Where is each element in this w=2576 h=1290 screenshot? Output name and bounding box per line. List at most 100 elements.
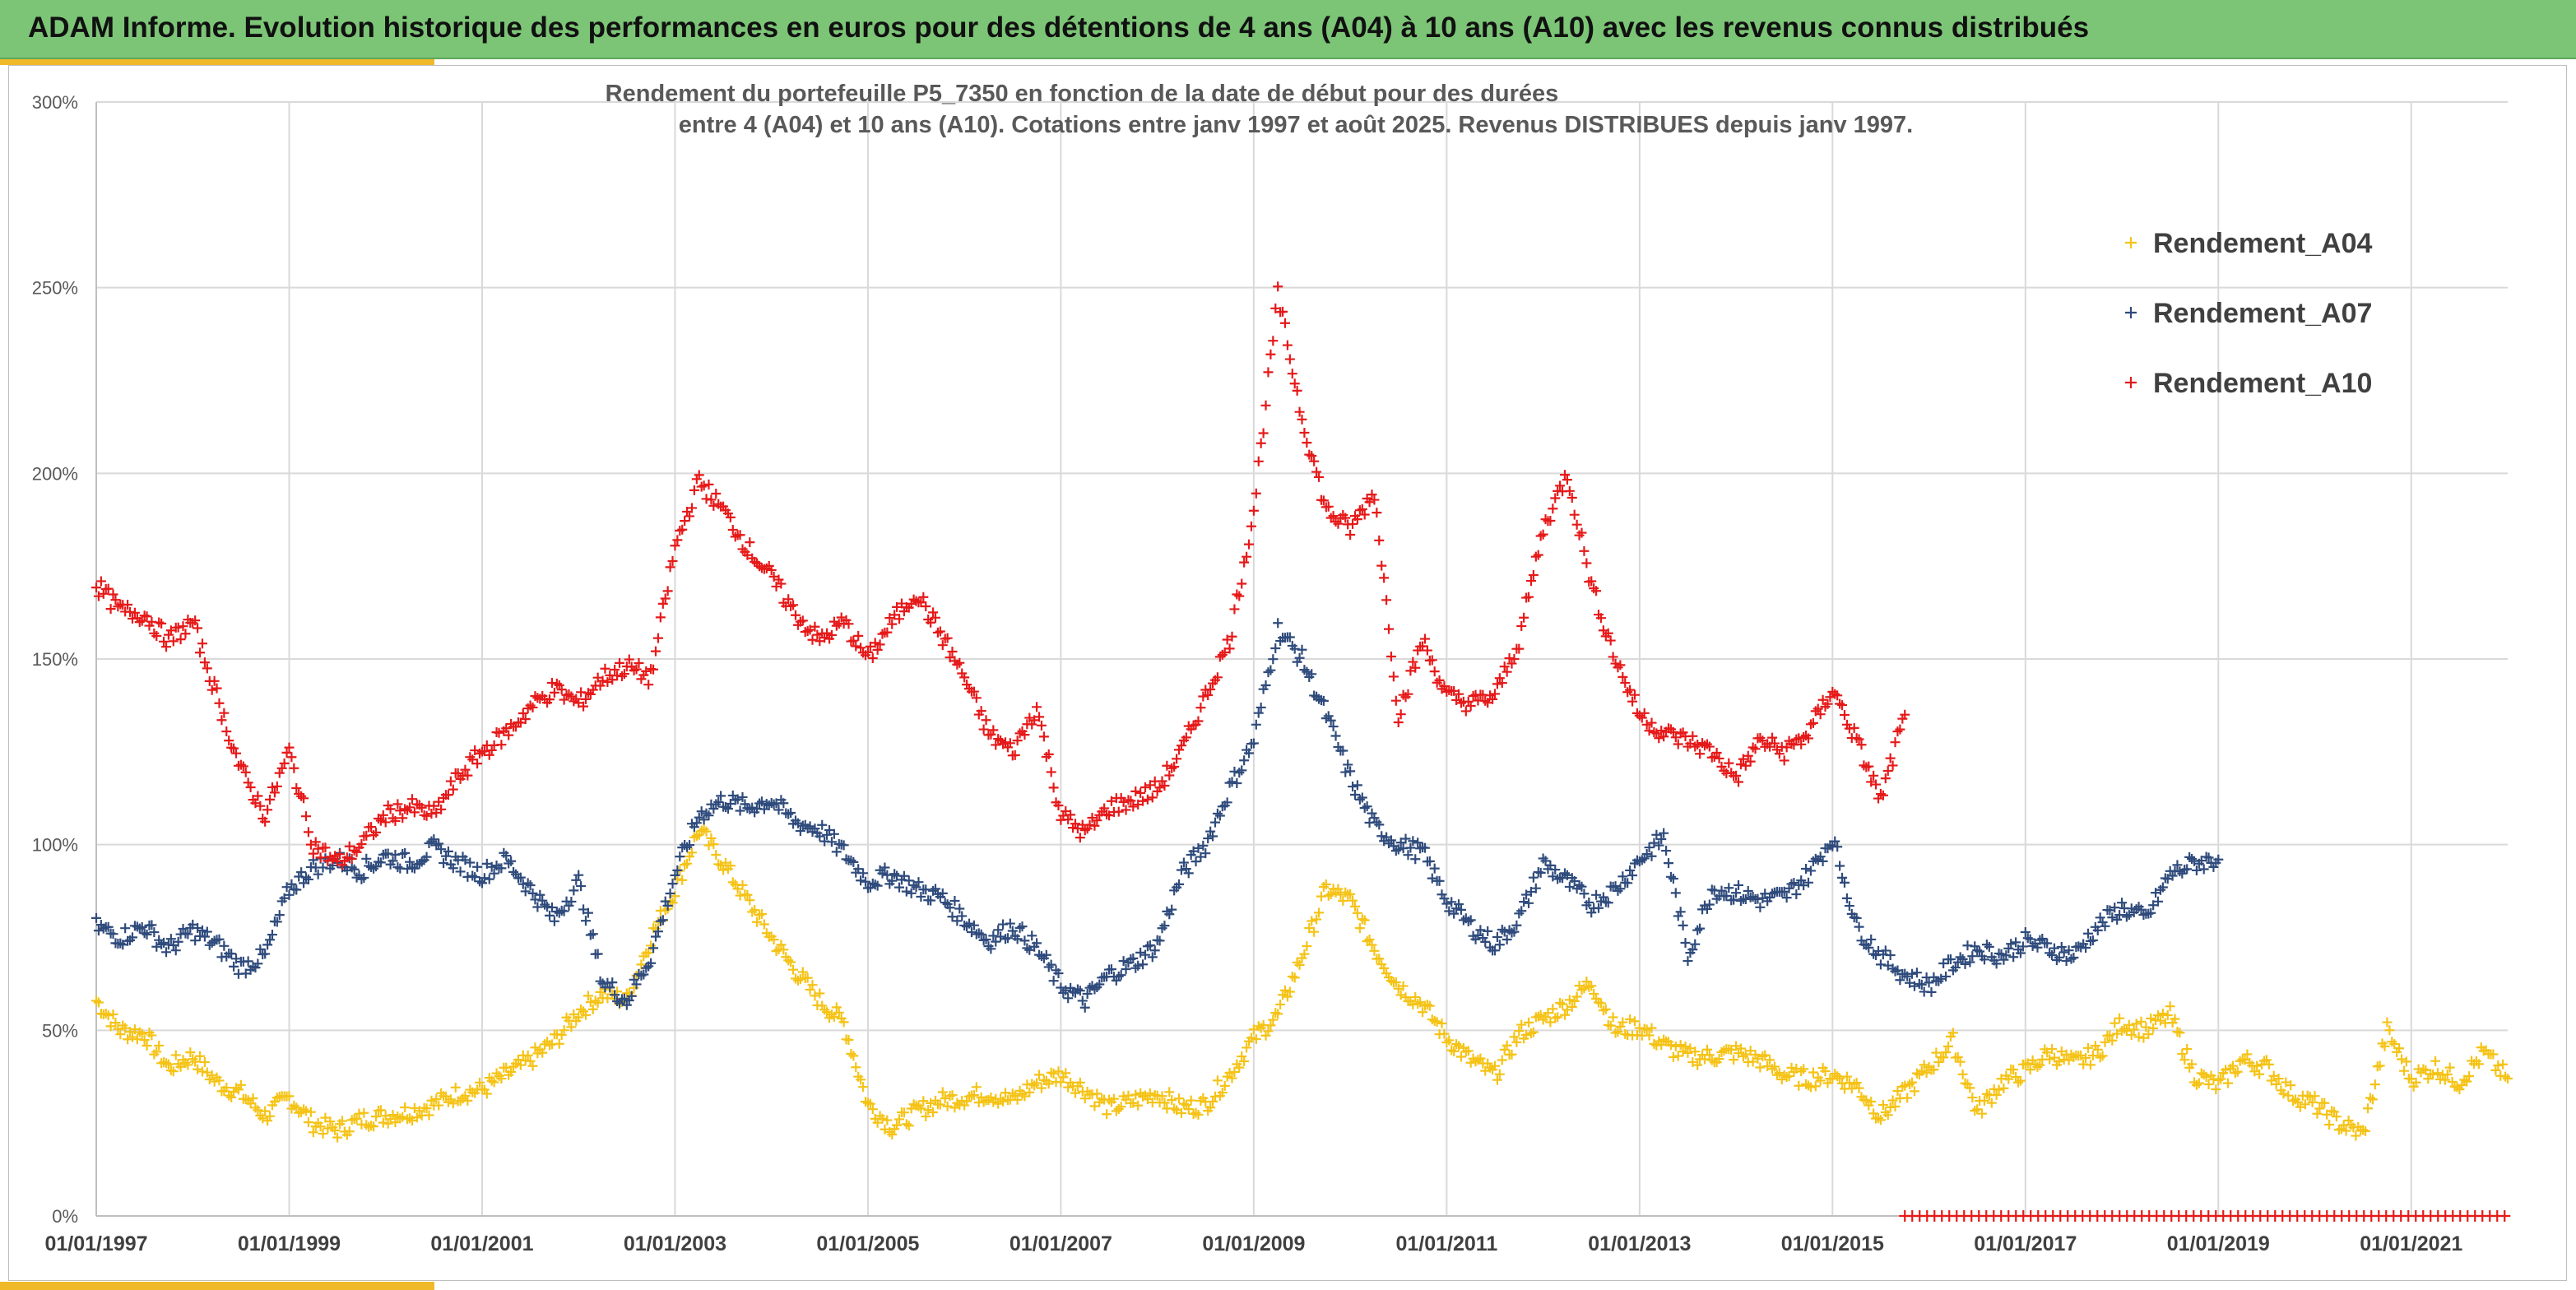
data-point-marker xyxy=(1297,644,1307,655)
data-point-marker xyxy=(1892,1086,1903,1097)
data-point-marker xyxy=(448,1098,458,1109)
data-point-marker xyxy=(592,997,603,1008)
data-point-marker xyxy=(1808,1067,1818,1078)
data-point-marker xyxy=(151,941,162,952)
data-point-marker xyxy=(657,598,668,609)
data-point-marker xyxy=(1911,1068,1922,1079)
data-point-marker xyxy=(1449,1046,1460,1056)
data-point-marker xyxy=(2136,1016,2147,1027)
data-point-marker xyxy=(1545,515,1556,526)
data-point-marker xyxy=(2187,1059,2198,1070)
data-point-marker xyxy=(1374,819,1385,830)
data-point-marker xyxy=(727,877,738,888)
data-point-marker xyxy=(1270,643,1281,654)
data-point-marker xyxy=(901,1119,912,1130)
accent-bar-bottom xyxy=(0,1282,434,1290)
data-point-marker xyxy=(1246,1032,1256,1043)
data-point-marker xyxy=(1176,865,1186,875)
data-point-marker xyxy=(351,847,362,857)
data-point-marker xyxy=(1234,591,1245,601)
data-point-marker xyxy=(525,1056,536,1066)
data-point-marker xyxy=(1668,1051,1678,1062)
data-point-marker xyxy=(2500,1071,2511,1082)
data-point-marker xyxy=(745,895,755,906)
data-point-marker xyxy=(1941,1047,1952,1058)
data-point-marker xyxy=(303,874,313,884)
data-point-marker xyxy=(1955,952,1966,963)
data-point-marker xyxy=(1692,1060,1703,1070)
data-point-marker xyxy=(1227,1073,1237,1084)
data-point-marker xyxy=(826,629,837,640)
data-point-marker xyxy=(2133,1032,2144,1042)
data-point-marker xyxy=(677,524,688,535)
data-point-marker xyxy=(1403,850,1413,861)
data-point-marker xyxy=(1253,708,1264,718)
data-point-marker xyxy=(1555,998,1566,1009)
data-point-marker xyxy=(646,958,657,968)
data-point-marker xyxy=(245,1098,256,1109)
data-point-marker xyxy=(776,578,787,589)
data-point-marker xyxy=(1212,808,1223,819)
data-point-marker xyxy=(2324,1119,2335,1130)
data-point-marker xyxy=(1169,761,1180,772)
data-point-marker xyxy=(1099,803,1110,814)
data-point-marker xyxy=(1164,1087,1175,1097)
data-point-marker xyxy=(1248,505,1259,516)
data-point-marker xyxy=(971,1082,982,1093)
data-point-marker xyxy=(843,619,854,629)
data-point-marker xyxy=(255,800,266,811)
data-point-marker xyxy=(1514,643,1525,654)
data-point-marker xyxy=(1419,842,1430,853)
data-point-marker xyxy=(258,1113,268,1124)
data-point-marker xyxy=(1282,340,1293,350)
data-point-marker xyxy=(1832,842,1843,852)
data-point-marker xyxy=(1133,1100,1144,1111)
data-point-marker xyxy=(2493,1060,2504,1070)
data-point-marker xyxy=(551,678,562,689)
data-point-marker xyxy=(421,851,432,862)
data-point-marker xyxy=(168,1066,179,1077)
data-point-marker xyxy=(1564,881,1575,892)
data-point-marker xyxy=(571,875,582,885)
data-point-marker xyxy=(496,740,507,750)
x-tick-label: 01/01/2007 xyxy=(1010,1232,1112,1255)
data-point-marker xyxy=(1711,748,1722,759)
data-point-marker xyxy=(168,636,179,647)
data-point-marker xyxy=(467,870,478,881)
data-point-marker xyxy=(1849,722,1859,733)
data-point-marker xyxy=(949,895,960,906)
data-point-marker xyxy=(1591,586,1602,596)
data-point-marker xyxy=(1866,1097,1877,1107)
data-point-marker xyxy=(1242,1042,1252,1053)
data-point-marker xyxy=(1390,695,1401,706)
data-point-marker xyxy=(1499,661,1510,672)
data-point-marker xyxy=(443,790,453,800)
data-point-marker xyxy=(1214,652,1225,662)
data-point-marker xyxy=(337,1116,347,1126)
data-point-marker xyxy=(221,726,232,737)
data-point-marker xyxy=(2442,1069,2453,1079)
data-point-marker xyxy=(2363,1103,2373,1114)
data-point-marker xyxy=(545,694,555,705)
data-point-marker xyxy=(1048,782,1059,793)
data-point-marker xyxy=(2179,1055,2190,1065)
data-point-marker xyxy=(1065,810,1076,820)
data-point-marker xyxy=(300,1106,311,1116)
data-point-marker xyxy=(2017,941,2028,952)
data-point-marker xyxy=(195,1051,206,1061)
data-point-marker xyxy=(802,972,813,983)
data-point-marker xyxy=(694,812,704,823)
data-point-marker xyxy=(1502,666,1512,677)
data-point-marker xyxy=(1646,1023,1657,1033)
data-point-marker xyxy=(2211,1084,2221,1095)
data-point-marker xyxy=(631,664,642,675)
data-point-marker xyxy=(219,708,230,718)
data-point-marker xyxy=(968,686,979,697)
data-point-marker xyxy=(243,956,253,967)
data-point-marker xyxy=(308,1127,318,1138)
data-point-marker xyxy=(918,1096,929,1107)
data-point-marker xyxy=(1871,779,1882,790)
data-point-marker xyxy=(1079,1002,1090,1013)
data-point-marker xyxy=(180,629,191,639)
data-point-marker xyxy=(1489,1060,1500,1071)
